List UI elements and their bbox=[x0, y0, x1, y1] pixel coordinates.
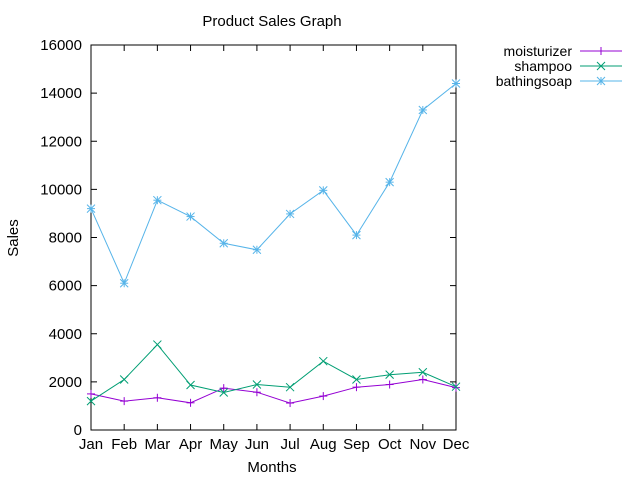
data-point-bathingsoap bbox=[352, 230, 361, 240]
legend-label: bathingsoap bbox=[496, 73, 573, 89]
plot-frame bbox=[90, 44, 457, 431]
legend-label: moisturizer bbox=[504, 43, 573, 59]
axis-ticks: 0 2000 4000 6000 8000 10000 12000 14000 16000 Jan… bbox=[40, 37, 470, 453]
y-axis-label: Sales bbox=[5, 219, 22, 257]
y-tick-label: 6000 bbox=[49, 278, 82, 295]
y-tick-label: 16000 bbox=[40, 37, 82, 54]
data-point-shampoo bbox=[252, 380, 262, 389]
data-point-moisturizer bbox=[153, 393, 162, 402]
series-line-moisturizer bbox=[90, 378, 457, 404]
data-point-moisturizer bbox=[418, 375, 427, 384]
series-bathingsoap bbox=[86, 79, 461, 288]
data-point-bathingsoap bbox=[285, 209, 295, 219]
x-tick-label: Apr bbox=[179, 436, 202, 453]
y-tick-label: 8000 bbox=[49, 230, 82, 247]
y-tick-label: 14000 bbox=[40, 85, 82, 102]
data-point-bathingsoap bbox=[86, 204, 96, 213]
y-tick-label: 4000 bbox=[49, 326, 82, 343]
data-point-moisturizer bbox=[252, 388, 261, 397]
series-line-bathingsoap bbox=[90, 83, 457, 285]
x-axis-label: Months bbox=[247, 459, 296, 476]
data-point-moisturizer bbox=[385, 380, 394, 389]
x-tick-label: Feb bbox=[111, 436, 137, 453]
data-point-shampoo bbox=[418, 367, 428, 377]
data-point-moisturizer bbox=[319, 392, 328, 401]
legend-item-bathingsoap: bathingsoap bbox=[496, 73, 622, 89]
legend-item-shampoo: shampoo bbox=[514, 58, 622, 74]
data-point-bathingsoap bbox=[418, 105, 428, 115]
data-point-bathingsoap bbox=[385, 177, 394, 187]
data-point-moisturizer bbox=[452, 383, 460, 392]
data-point-bathingsoap bbox=[186, 212, 195, 221]
legend-item-moisturizer: moisturizer bbox=[504, 43, 622, 59]
x-tick-label: Nov bbox=[409, 436, 436, 453]
data-point-moisturizer bbox=[286, 399, 295, 408]
legend-swatch-marker bbox=[596, 76, 606, 86]
data-point-moisturizer bbox=[352, 383, 361, 392]
x-tick-label: Jun bbox=[245, 436, 269, 453]
series-line-shampoo bbox=[90, 343, 457, 402]
x-tick-label: Sep bbox=[343, 436, 370, 453]
data-point-moisturizer bbox=[186, 398, 195, 407]
data-point-bathingsoap bbox=[153, 195, 162, 205]
data-point-shampoo bbox=[451, 382, 461, 392]
x-tick-label: Dec bbox=[443, 436, 470, 453]
x-tick-label: Mar bbox=[144, 436, 170, 453]
data-point-shampoo bbox=[153, 340, 162, 349]
data-point-bathingsoap bbox=[219, 238, 229, 248]
legend-label: shampoo bbox=[514, 58, 572, 74]
series-moisturizer bbox=[87, 375, 460, 408]
data-point-bathingsoap bbox=[119, 278, 129, 288]
data-point-shampoo bbox=[219, 388, 229, 397]
data-point-bathingsoap bbox=[252, 245, 262, 255]
data-point-moisturizer bbox=[120, 397, 129, 406]
chart-title: Product Sales Graph bbox=[202, 13, 341, 30]
x-tick-label: Aug bbox=[310, 436, 337, 453]
y-tick-label: 2000 bbox=[49, 374, 82, 391]
data-point-shampoo bbox=[186, 380, 195, 390]
x-tick-label: May bbox=[210, 436, 239, 453]
series-layer bbox=[86, 79, 461, 408]
series-shampoo bbox=[86, 340, 461, 406]
data-point-shampoo bbox=[318, 356, 328, 366]
legend-swatch-marker bbox=[596, 61, 606, 71]
data-point-shampoo bbox=[352, 375, 361, 384]
x-tick-label: Jan bbox=[79, 436, 103, 453]
y-tick-label: 0 bbox=[74, 422, 82, 439]
data-point-shampoo bbox=[285, 382, 295, 392]
data-point-moisturizer bbox=[87, 389, 95, 398]
data-point-shampoo bbox=[385, 370, 394, 380]
data-point-bathingsoap bbox=[318, 185, 328, 195]
data-point-shampoo bbox=[119, 375, 129, 384]
x-tick-label: Oct bbox=[378, 436, 402, 453]
legend-swatch-marker bbox=[597, 47, 605, 55]
data-point-bathingsoap bbox=[451, 79, 461, 88]
data-point-moisturizer bbox=[219, 384, 228, 393]
y-tick-label: 12000 bbox=[40, 133, 82, 150]
data-point-shampoo bbox=[86, 396, 96, 406]
y-tick-label: 10000 bbox=[40, 181, 82, 198]
x-tick-label: Jul bbox=[280, 436, 299, 453]
